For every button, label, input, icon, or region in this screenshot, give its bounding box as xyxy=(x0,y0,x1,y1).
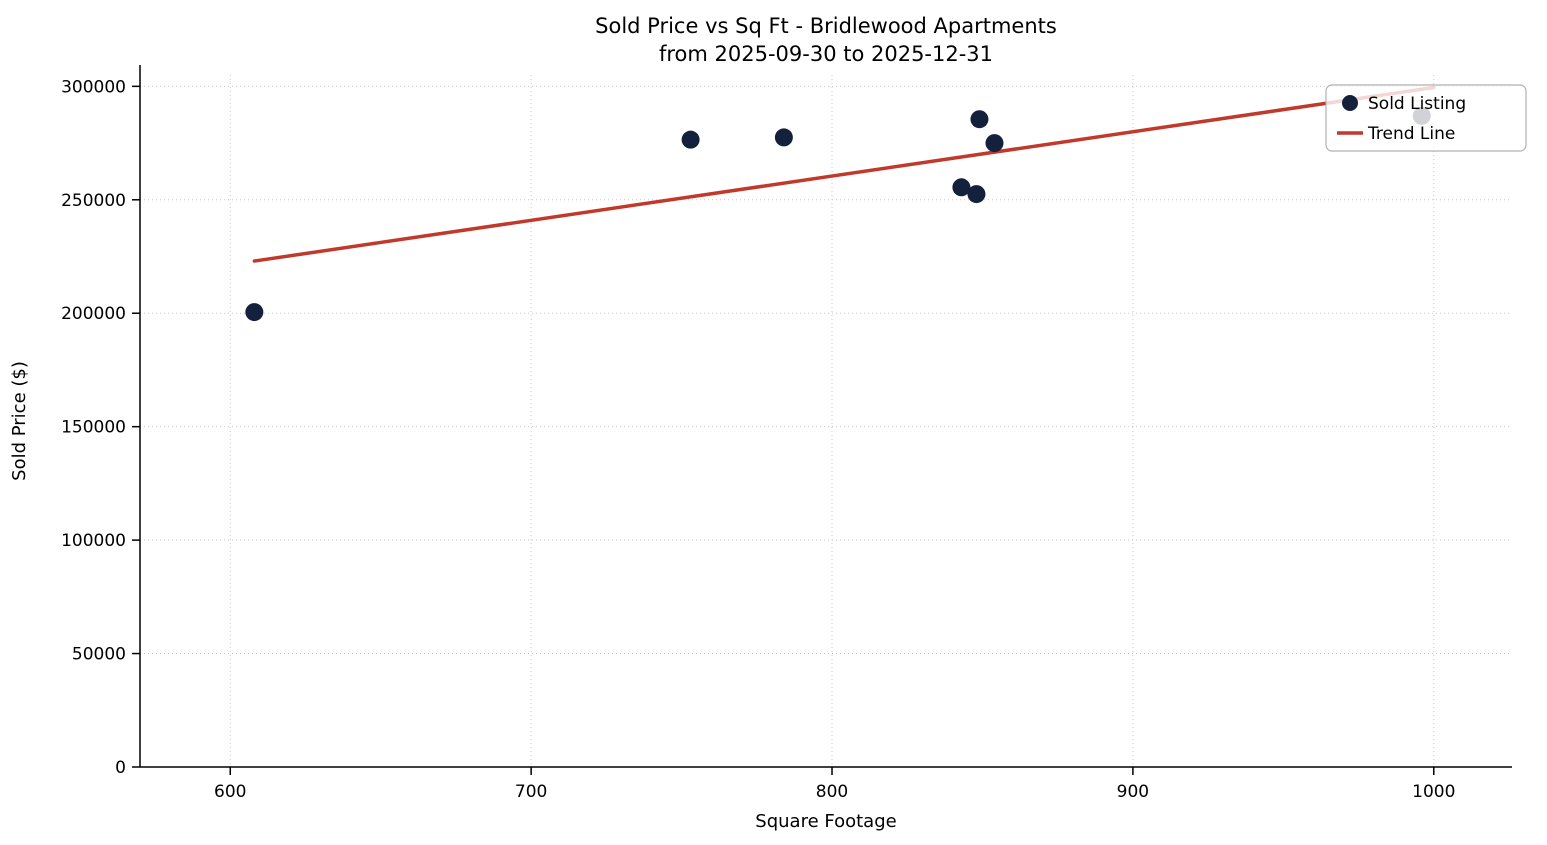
y-tick-label: 100000 xyxy=(61,531,126,551)
x-axis-label: Square Footage xyxy=(755,811,896,832)
legend-label-trend-line: Trend Line xyxy=(1367,124,1455,144)
chart-subtitle: from 2025-09-30 to 2025-12-31 xyxy=(659,42,993,66)
y-tick-label: 150000 xyxy=(61,418,126,438)
legend-label-sold-listing: Sold Listing xyxy=(1368,94,1466,114)
legend: Sold Listing Trend Line xyxy=(1325,84,1527,152)
y-tick-label: 0 xyxy=(115,758,126,778)
data-point xyxy=(774,128,793,147)
axes-spines xyxy=(139,65,1512,768)
y-tick-label: 300000 xyxy=(61,77,126,97)
x-tick-label: 900 xyxy=(1117,782,1149,802)
y-tick-label: 200000 xyxy=(61,304,126,324)
data-point xyxy=(245,303,264,322)
x-tick-label: 700 xyxy=(515,782,547,802)
y-tick-label: 250000 xyxy=(61,191,126,211)
x-tick-label: 800 xyxy=(816,782,848,802)
y-axis-label: Sold Price ($) xyxy=(9,361,30,481)
axis-ticks: 600 700 800 900 1000 0 50000 100000 150000 200000… xyxy=(61,77,1455,802)
data-point xyxy=(952,178,971,197)
trend-line xyxy=(252,85,1436,263)
legend-box xyxy=(1325,84,1527,152)
scatter-points xyxy=(245,106,1431,322)
data-point xyxy=(985,134,1004,153)
data-point xyxy=(681,130,700,149)
data-point xyxy=(967,185,986,204)
x-tick-label: 1000 xyxy=(1412,782,1455,802)
x-tick-label: 600 xyxy=(214,782,246,802)
grid-lines xyxy=(140,75,1512,768)
data-point xyxy=(970,110,989,129)
chart-title: Sold Price vs Sq Ft - Bridlewood Apartme… xyxy=(595,14,1057,38)
trend-line-segment xyxy=(252,85,1436,263)
legend-marker-sold-listing xyxy=(1342,95,1358,111)
y-tick-label: 50000 xyxy=(72,645,126,665)
